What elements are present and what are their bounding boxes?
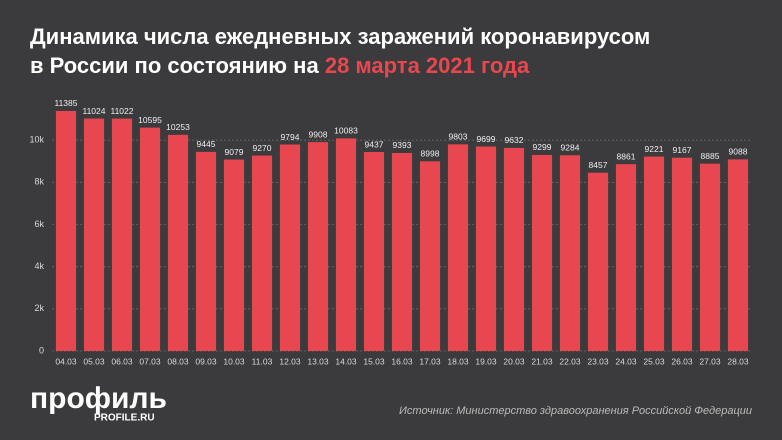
bar: [279, 144, 301, 351]
x-tick-label: 14.03: [335, 356, 357, 366]
chart-title-part: в России по состоянию на: [30, 53, 319, 78]
x-tick-label: 08.03: [167, 356, 189, 366]
x-tick-label: 23.03: [587, 356, 609, 366]
bar: [699, 163, 721, 351]
bar: [503, 147, 525, 351]
logo-site: PROFILE.RU: [94, 413, 155, 424]
value-label: 11385: [54, 98, 77, 108]
bar: [251, 155, 273, 351]
value-label: 8861: [617, 151, 636, 161]
x-tick-label: 19.03: [475, 356, 497, 366]
x-tick-label: 16.03: [391, 356, 413, 366]
x-tick-label: 25.03: [643, 356, 665, 366]
value-label: 9803: [449, 132, 468, 142]
bar: [391, 152, 413, 351]
value-label: 9299: [533, 142, 552, 152]
x-tick-label: 11.03: [252, 356, 273, 366]
bar: [139, 127, 161, 351]
y-tick-label: 6k: [34, 219, 44, 229]
x-tick-label: 27.03: [699, 356, 721, 366]
bar: [475, 146, 497, 351]
chart-title: в России по состоянию на 28 марта 2021 г…: [30, 53, 530, 78]
x-tick-label: 15.03: [363, 356, 385, 366]
value-label: 11022: [110, 106, 133, 116]
x-tick-label: 10.03: [223, 356, 245, 366]
value-label: 10595: [138, 115, 162, 125]
bar: [559, 155, 581, 351]
x-tick-label: 24.03: [615, 356, 637, 366]
bar: [223, 159, 245, 351]
x-tick-label: 13.03: [307, 356, 329, 366]
value-label: 8998: [421, 149, 440, 159]
value-label: 10253: [166, 122, 190, 132]
bar: [55, 110, 77, 351]
x-tick-label: 12.03: [279, 356, 301, 366]
y-tick-label: 10k: [29, 135, 44, 145]
value-label: 9437: [365, 139, 384, 149]
value-label: 9794: [281, 132, 300, 142]
y-tick-label: 8k: [34, 177, 44, 187]
x-tick-label: 28.03: [727, 356, 749, 366]
bar: [587, 172, 609, 351]
bar: [643, 156, 665, 351]
bar: [727, 159, 749, 351]
bar: [671, 157, 693, 351]
x-tick-label: 22.03: [559, 356, 581, 366]
bar: [363, 152, 385, 351]
bar: [111, 118, 133, 351]
value-label: 9445: [197, 139, 216, 149]
value-label: 9079: [225, 147, 244, 157]
value-label: 9221: [645, 144, 664, 154]
value-label: 10083: [334, 126, 358, 136]
value-label: 9632: [505, 135, 524, 145]
value-label: 9284: [561, 143, 580, 153]
bar: [447, 144, 469, 351]
value-label: 9393: [393, 140, 412, 150]
y-tick-label: 2k: [34, 303, 44, 313]
logo: профиль: [30, 382, 167, 415]
x-tick-label: 06.03: [111, 356, 133, 366]
bar: [531, 154, 553, 351]
value-label: 9270: [253, 143, 272, 153]
chart-title-highlight: 28 марта 2021 года: [325, 53, 530, 78]
x-tick-label: 26.03: [671, 356, 693, 366]
x-tick-label: 05.03: [83, 356, 105, 366]
x-tick-label: 18.03: [447, 356, 469, 366]
bar: [335, 138, 357, 351]
bar: [615, 164, 637, 351]
value-label: 9699: [477, 134, 496, 144]
chart-title: Динамика числа ежедневных заражений коро…: [30, 24, 650, 49]
bar: [83, 118, 105, 351]
x-tick-label: 09.03: [195, 356, 217, 366]
value-label: 8885: [701, 151, 720, 161]
x-tick-label: 17.03: [419, 356, 441, 366]
bar: [307, 142, 329, 351]
value-label: 9088: [729, 147, 748, 157]
y-tick-label: 4k: [34, 261, 44, 271]
value-label: 8457: [589, 160, 608, 170]
bar: [419, 161, 441, 351]
value-label: 9908: [309, 129, 328, 139]
y-tick-label: 0: [39, 345, 44, 355]
x-tick-label: 21.03: [531, 356, 553, 366]
bar: [167, 134, 189, 351]
x-tick-label: 20.03: [503, 356, 525, 366]
bar: [195, 151, 217, 351]
x-tick-label: 04.03: [55, 356, 77, 366]
value-label: 9167: [673, 145, 692, 155]
value-label: 11024: [82, 106, 105, 116]
x-tick-label: 07.03: [139, 356, 161, 366]
source: Источник: Министерство здравоохранения Р…: [399, 405, 752, 417]
